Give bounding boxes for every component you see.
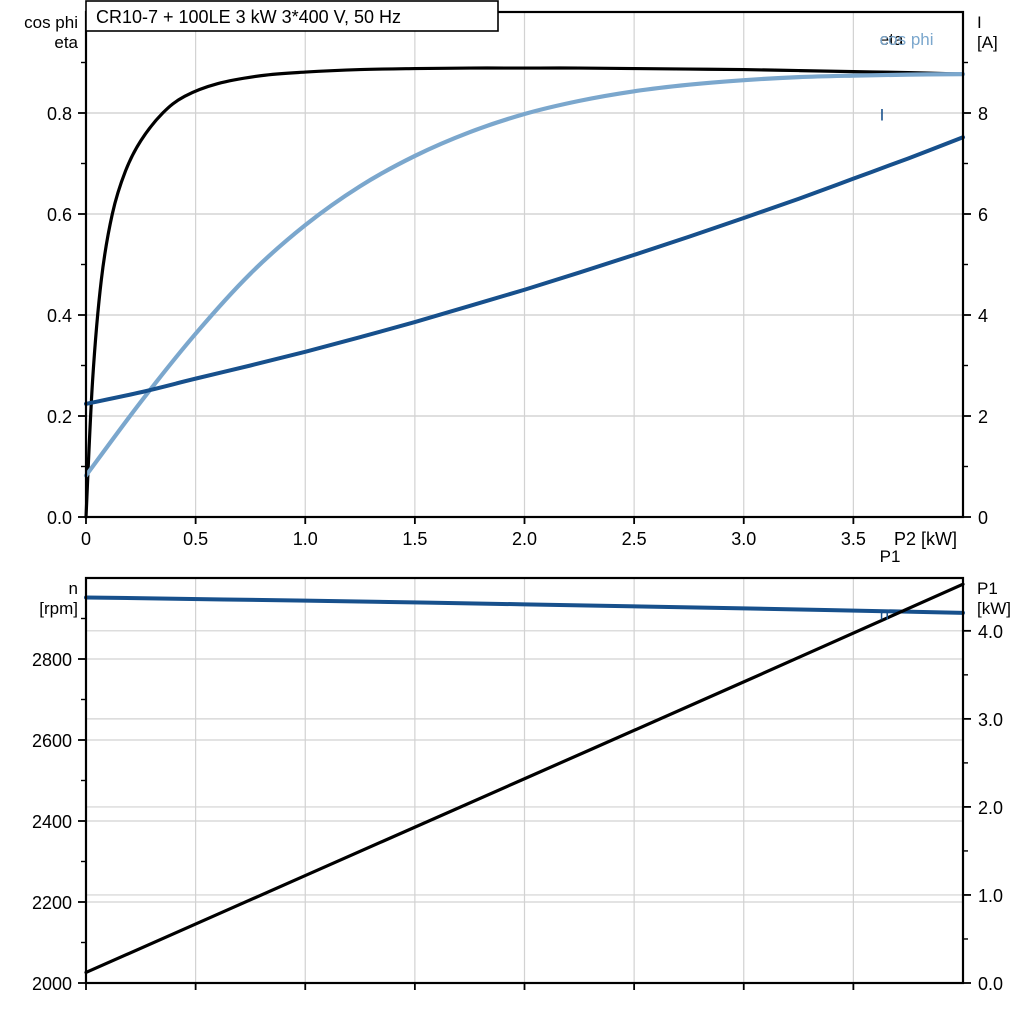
curve-annotation-eta: eta xyxy=(880,30,904,49)
x-tick-label: 1.0 xyxy=(293,529,318,549)
y-tick-label-left: 2200 xyxy=(32,893,72,913)
y-tick-label-left: 0.0 xyxy=(47,508,72,528)
x-tick-label: 2.0 xyxy=(512,529,537,549)
left-axis-label-line2: eta xyxy=(54,33,78,52)
x-tick-label: 0.5 xyxy=(183,529,208,549)
right-axis-label-line2: [kW] xyxy=(977,599,1011,618)
curve-speed xyxy=(84,595,965,615)
y-tick-label-right: 3.0 xyxy=(978,710,1003,730)
y-tick-label-right: 0.0 xyxy=(978,974,1003,994)
chart-top: 0 0.5 1.0 1.5 2.0 2.5 3.0 3.5 P2 [kW] 0.0 0.2 0.4 0.… xyxy=(24,10,998,549)
y-tick-label-right: 6 xyxy=(978,205,988,225)
curve-eta xyxy=(84,66,965,519)
y-tick-label-left: 0.2 xyxy=(47,407,72,427)
x-axis-label: P2 [kW] xyxy=(894,529,957,549)
curve-annotation-cos-phi: cos phi xyxy=(880,30,934,49)
left-axis-label-line1: n xyxy=(69,579,78,598)
left-axis-label-line2: [rpm] xyxy=(39,599,78,618)
chart-title: CR10-7 + 100LE 3 kW 3*400 V, 50 Hz xyxy=(96,7,401,27)
y-tick-label-left: 2400 xyxy=(32,812,72,832)
y-tick-label-right: 4 xyxy=(978,306,988,326)
y-tick-label-right: 4.0 xyxy=(978,622,1003,642)
y-tick-label-left: 0.4 xyxy=(47,306,72,326)
y-tick-label-left: 0.8 xyxy=(47,104,72,124)
curve-cos_phi xyxy=(83,72,966,478)
x-tick-label: 2.5 xyxy=(622,529,647,549)
x-tick-label: 3.0 xyxy=(731,529,756,549)
x-tick-label: 3.5 xyxy=(841,529,866,549)
curve-annotation-P1: P1 xyxy=(880,547,901,566)
curve-annotation-n: n xyxy=(880,604,889,623)
y-tick-label-right: 2 xyxy=(978,407,988,427)
right-axis-label-line1: P1 xyxy=(977,579,998,598)
x-tick-label: 1.5 xyxy=(402,529,427,549)
curve-current xyxy=(84,135,965,406)
y-tick-label-left: 2000 xyxy=(32,974,72,994)
right-axis-label-line2: [A] xyxy=(977,33,998,52)
y-tick-label-left: 2800 xyxy=(32,650,72,670)
y-tick-label-right: 1.0 xyxy=(978,886,1003,906)
y-tick-label-left: 0.6 xyxy=(47,205,72,225)
title-box-frame xyxy=(85,0,499,32)
y-tick-label-right: 8 xyxy=(978,104,988,124)
y-tick-label-right: 2.0 xyxy=(978,798,1003,818)
chart-title-box: CR10-7 + 100LE 3 kW 3*400 V, 50 Hz xyxy=(85,0,499,32)
y-tick-label-right: 0 xyxy=(978,508,988,528)
curve-annotation-I: I xyxy=(880,106,885,125)
curve-p1 xyxy=(84,582,965,975)
left-axis-label-line1: cos phi xyxy=(24,13,78,32)
chart-bottom: 200022002400260028000.01.02.03.04.0n[rpm… xyxy=(32,547,1011,994)
y-tick-label-left: 2600 xyxy=(32,731,72,751)
grid-bottom xyxy=(86,578,963,983)
x-tick-label: 0 xyxy=(81,529,91,549)
right-axis-label-line1: I xyxy=(977,13,982,32)
